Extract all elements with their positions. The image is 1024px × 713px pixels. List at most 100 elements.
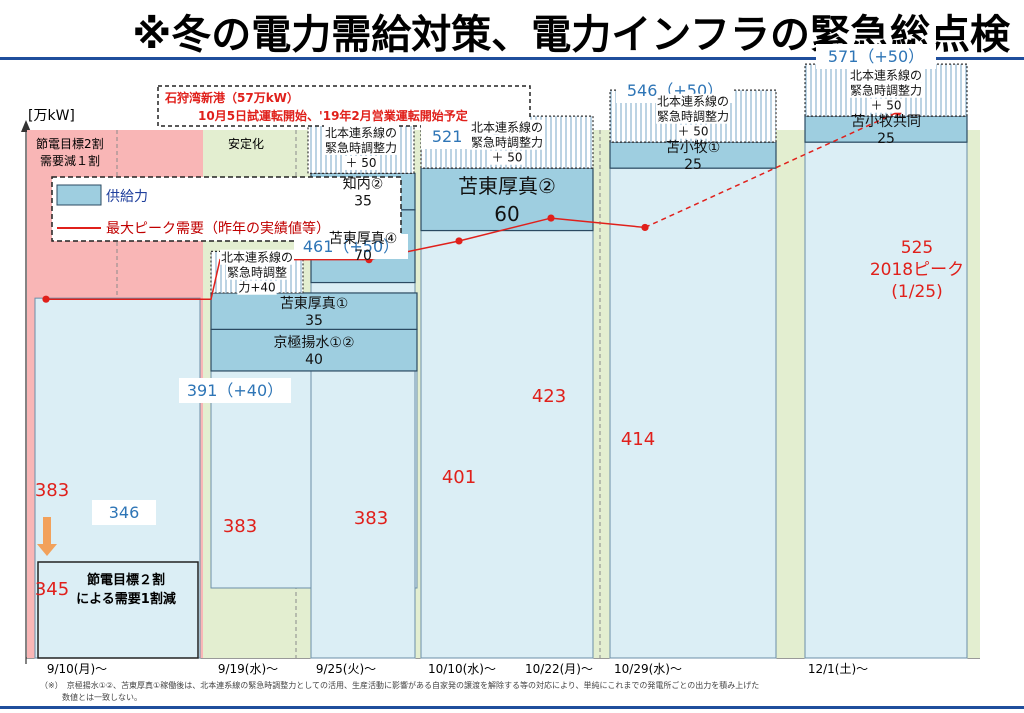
stage-6-segment-2-label-bg-3: [869, 98, 903, 113]
stage-1-total-label: 346: [109, 503, 140, 522]
stage-2-segment-1-label-1: 京極揚水①②: [273, 334, 354, 351]
y-axis-arrow: [21, 120, 31, 132]
stage-6-segment-2-label-bg-1: [848, 67, 924, 83]
notice-box: [157, 85, 531, 127]
arrow-from-label: 383: [35, 480, 69, 501]
peak-point-6: [641, 223, 649, 232]
stage-3-total-label: 461（+50）: [303, 237, 399, 256]
arrow-shaft: [43, 517, 51, 545]
stage-6-segment-2-label-bg-2: [848, 82, 924, 98]
stage-6-segment-2-label-3: ＋ 50: [870, 99, 901, 113]
stage-3-segment-1-label-2: 70: [354, 248, 372, 264]
phase-saving-label-1: 節電目標2割: [36, 136, 104, 151]
category-label-3: 9/25(火)～: [316, 662, 376, 676]
legend-peak-label: 最大ピーク需要（昨年の実績値等）: [106, 220, 330, 237]
unit-label: [万kW]: [28, 108, 75, 124]
stage-6-segment-2-label-1: 北本連系線の: [850, 68, 922, 83]
saving-block: [37, 561, 199, 659]
stage-3-total-bg: [294, 234, 408, 259]
legend-supply-label: 供給力: [106, 189, 148, 205]
stage-2-segment-2: [210, 292, 418, 330]
stage-2-segment-3-label-bg-2: [225, 264, 289, 280]
stage-4-supply-box: [420, 230, 594, 659]
phase-saving-label-2: 需要減１割: [40, 153, 100, 168]
notice-line-1: 石狩湾新港（57万kW）: [164, 90, 299, 105]
bottom-rule: [0, 706, 1024, 709]
stage-5-segment-2-label-1: 北本連系線の: [657, 94, 729, 109]
stage-6-total-bg: [816, 44, 936, 69]
stage-2-segment-3-label-bg-1: [219, 249, 295, 265]
stage-2-segment-3-label-2: 緊急時調整: [227, 265, 287, 280]
peak-label-7-3: (1/25): [891, 282, 942, 302]
stage-6-segment-1: [804, 115, 968, 143]
stage-5-segment-1: [609, 141, 777, 169]
title-rule: [0, 57, 1024, 60]
stage-2-total-bg: [179, 378, 291, 403]
stage-3-segment-2-label-2: 35: [354, 193, 372, 209]
phase-stable-label: 安定化: [228, 136, 264, 151]
peak-line-dashed: [644, 111, 899, 229]
category-label-7: 12/1(土)～: [808, 662, 868, 676]
notice-line-2: 10月5日試運転開始、'19年2月営業運転開始予定: [198, 108, 468, 123]
peak-point-4: [455, 237, 463, 245]
stage-2-segment-2-label-1: 苫東厚真①: [280, 295, 349, 312]
stage-4-segment-1-label-2: 60: [494, 202, 519, 226]
stage-3-segment-3-label-bg-2: [323, 139, 399, 155]
peak-label-6: 414: [621, 429, 655, 450]
stage-2-segment-1: [210, 328, 418, 372]
saving-block-line-1: 節電目標２割: [87, 572, 165, 588]
stage-5-segment-2-label-bg-3: [676, 124, 710, 139]
stage-3-segment-2-label-1: 知内②: [343, 175, 384, 192]
footnote-line-1: （※） 京極揚水①②、苫東厚真①稼働後は、北本連系線の緊急時調整力としての活用、…: [40, 680, 759, 690]
peak-label-7-1: 525: [901, 238, 933, 258]
category-label-5: 10/22(月)～: [525, 662, 593, 676]
peak-label-4: 401: [442, 467, 476, 488]
category-label-4: 10/10(水)～: [428, 662, 496, 676]
stage-2-total-label: 391（+40）: [187, 381, 283, 400]
stage-5-segment-2-label-2: 緊急時調整力: [657, 109, 729, 124]
stage-3-segment-3-label-bg-3: [344, 155, 378, 170]
peak-label-7-2: 2018ピーク: [870, 260, 964, 280]
category-label-6: 10/29(水)～: [614, 662, 682, 676]
footnote-line-2: 数値とは一致しない。: [62, 692, 142, 702]
peak-line-solid: [46, 217, 646, 300]
stage-4-segment-2-label-bg-3: [490, 150, 524, 165]
stage-4-segment-2-label-2: 緊急時調整力: [471, 135, 543, 150]
title-bar: ※冬の電力需給対策、電力インフラの緊急総点検: [0, 0, 1024, 60]
stage-6-supply-box: [804, 141, 968, 659]
peak-label-5: 423: [532, 386, 566, 407]
stage-2-segment-2-label-2: 35: [305, 313, 323, 329]
peak-point-5: [547, 214, 555, 222]
stage-6-total-label: 571（+50）: [828, 47, 924, 66]
stage-2-segment-3-label-bg-3: [237, 280, 277, 295]
stage-3-segment-1-label-1: 苫東厚真④: [329, 230, 398, 247]
peak-point-1: [42, 295, 50, 303]
category-label-2: 9/19(水)～: [218, 662, 278, 676]
stage-5-segment-2-label-bg-2: [655, 108, 731, 124]
stage-4-segment-2-label-1: 北本連系線の: [471, 120, 543, 135]
stage-1-total-bg: [92, 500, 156, 525]
category-label-1: 9/10(月)～: [47, 662, 107, 676]
stage-2-segment-3-label-3: 力+40: [238, 281, 275, 295]
saving-block-line-2: による需要1割減: [76, 591, 176, 607]
stage-4-segment-2-label-bg-2: [469, 134, 545, 150]
arrow-head: [37, 544, 57, 556]
stage-5-segment-2-label-bg-1: [655, 93, 731, 109]
stage-6-segment-1-label-1: 苫小牧共同: [851, 113, 921, 130]
stage-2-segment-1-label-2: 40: [305, 352, 323, 368]
stage-5-segment-1-label-2: 25: [684, 157, 702, 173]
stage-6-segment-1-label-2: 25: [877, 131, 895, 147]
legend-supply-swatch: [56, 184, 102, 206]
stage-5-segment-1-label-1: 苫小牧①: [666, 139, 721, 156]
stage-4-segment-2-label-bg-1: [469, 119, 545, 135]
stage-4-segment-2-label-3: ＋ 50: [491, 151, 522, 165]
stage-5-segment-2-label-3: ＋ 50: [677, 125, 708, 139]
peak-label-2: 383: [223, 516, 257, 537]
stage-3-segment-3-label-1: 北本連系線の: [325, 125, 397, 140]
legend-box: [51, 176, 402, 242]
stage-4-segment-1-label-1: 苫東厚真②: [458, 174, 556, 198]
stage-3-segment-3-label-3: ＋ 50: [345, 156, 376, 170]
stage-3-segment-3-label-2: 緊急時調整力: [325, 140, 397, 155]
peak-label-3: 383: [354, 508, 388, 529]
